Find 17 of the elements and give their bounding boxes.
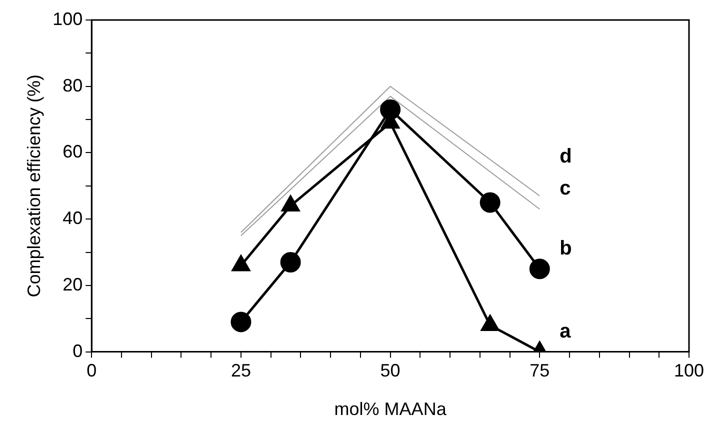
series-label: d (560, 146, 572, 168)
y-tick-label: 0 (72, 340, 83, 361)
y-tick-label: 100 (52, 8, 83, 29)
x-tick-label: 75 (530, 360, 550, 381)
x-tick-label: 25 (230, 360, 251, 381)
series-label: c (560, 178, 571, 200)
x-tick-label: 50 (380, 360, 400, 381)
y-axis-title: Complexation efficiency (%) (24, 74, 44, 298)
x-axis-title: mol% MAANa (334, 399, 448, 420)
y-tick-label: 60 (62, 142, 83, 162)
series-label: b (560, 237, 572, 260)
y-tick-label: 80 (62, 75, 83, 96)
x-tick-label: 0 (86, 360, 97, 381)
x-tick-label: 100 (674, 360, 704, 381)
y-tick-label: 20 (62, 274, 83, 294)
series-label: a (560, 320, 572, 342)
y-tick-label: 40 (62, 208, 83, 228)
